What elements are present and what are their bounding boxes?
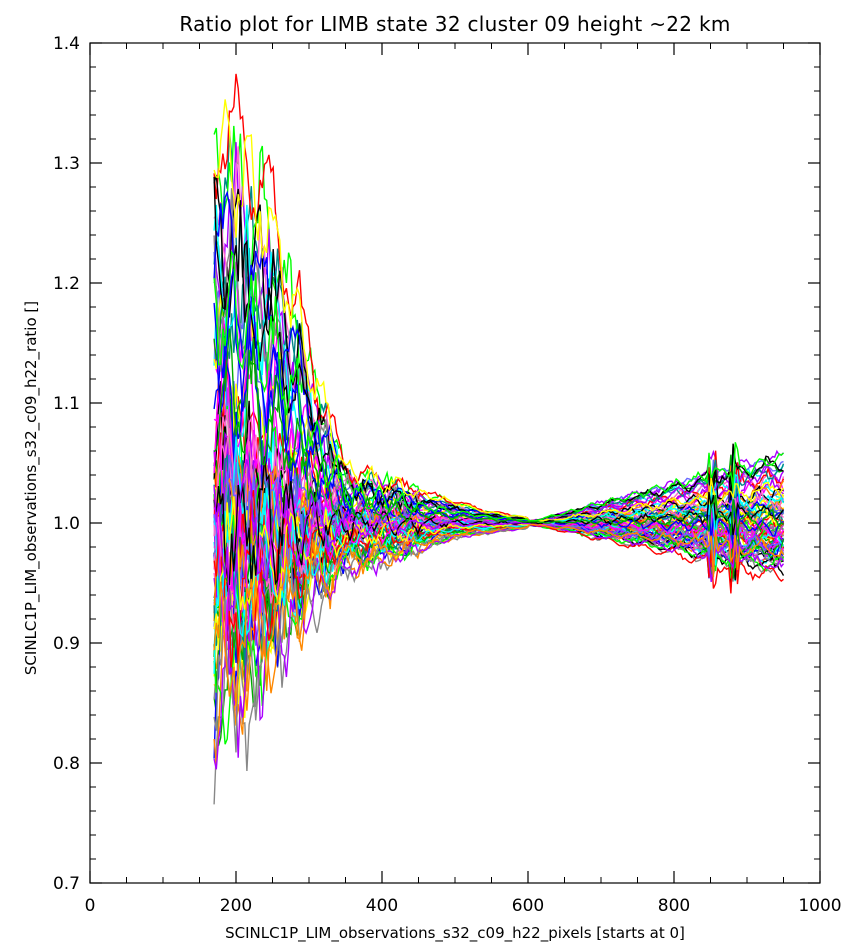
y-tick-label: 1.4 bbox=[53, 34, 80, 54]
series-layer bbox=[213, 73, 785, 805]
x-tick-label: 0 bbox=[85, 896, 96, 916]
y-axis-label-container: SCINLC1P_LIM_observations_s32_c09_h22_ra… bbox=[0, 0, 60, 952]
y-tick-label: 1.0 bbox=[53, 514, 80, 534]
y-tick-label: 0.9 bbox=[53, 634, 80, 654]
series-line bbox=[213, 249, 784, 522]
y-tick-label: 1.2 bbox=[53, 274, 80, 294]
series-line bbox=[213, 328, 784, 536]
y-tick-label: 1.3 bbox=[53, 154, 80, 174]
x-tick-label: 400 bbox=[366, 896, 398, 916]
chart-title: Ratio plot for LIMB state 32 cluster 09 … bbox=[179, 12, 731, 36]
series-line bbox=[213, 459, 785, 612]
y-tick-label: 0.8 bbox=[53, 754, 80, 774]
series-line bbox=[213, 508, 785, 770]
series-line bbox=[213, 523, 785, 707]
x-tick-label: 1000 bbox=[798, 896, 841, 916]
x-tick-label: 800 bbox=[658, 896, 690, 916]
series-line bbox=[213, 176, 784, 523]
y-tick-label: 0.7 bbox=[53, 874, 80, 894]
y-tick-label: 1.1 bbox=[53, 394, 80, 414]
x-tick-label: 600 bbox=[512, 896, 544, 916]
axis-layer: 0 200 400 600 800 1000 0.7 0.8 0.9 1.0 1.1 1.2 1.3 1.… bbox=[53, 34, 842, 916]
x-tick-label: 200 bbox=[220, 896, 252, 916]
y-axis-label: SCINLC1P_LIM_observations_s32_c09_h22_ra… bbox=[22, 300, 40, 676]
series-line bbox=[213, 477, 785, 651]
x-axis-label: SCINLC1P_LIM_observations_s32_c09_h22_pi… bbox=[225, 924, 685, 942]
series-line bbox=[213, 174, 784, 523]
